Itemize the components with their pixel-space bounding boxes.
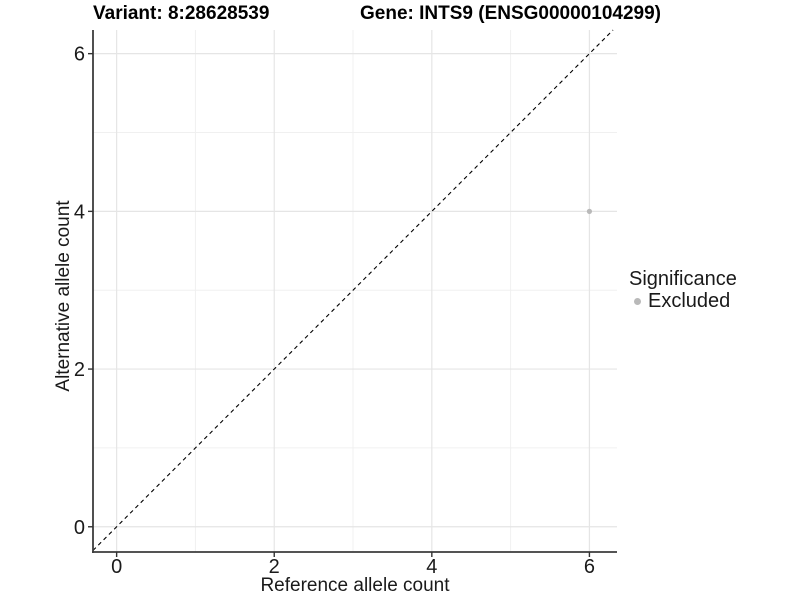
legend-item-excluded: Excluded <box>629 290 797 312</box>
legend-point-marker-icon <box>634 297 641 305</box>
y-axis-title: Alternative allele count <box>53 200 74 392</box>
data-point <box>586 208 593 214</box>
x-tick-label: 4 <box>426 556 437 578</box>
x-tick-label: 0 <box>111 556 122 578</box>
y-tick-label: 6 <box>74 44 85 66</box>
y-tick-label: 0 <box>74 517 85 539</box>
identity-dashed-line <box>92 29 614 551</box>
x-axis-title: Reference allele count <box>260 575 450 596</box>
plot-title-gene: Gene: INTS9 (ENSG00000104299) <box>360 3 661 24</box>
plot-title-variant: Variant: 8:28628539 <box>93 3 270 24</box>
y-tick-label: 2 <box>74 359 85 381</box>
y-tick-label: 4 <box>74 201 85 223</box>
legend: Significance Excluded <box>629 268 797 312</box>
legend-item-label: Excluded <box>648 290 731 312</box>
x-tick-label: 2 <box>269 556 280 578</box>
x-tick-label: 6 <box>584 556 595 578</box>
legend-title: Significance <box>629 268 737 290</box>
